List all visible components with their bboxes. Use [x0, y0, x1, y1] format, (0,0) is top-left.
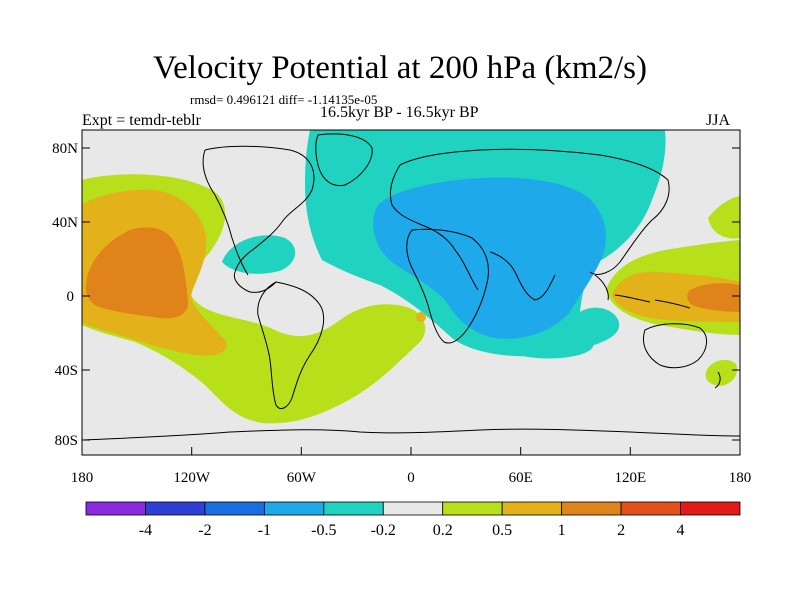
map-title: Velocity Potential at 200 hPa (km2/s) [152, 50, 648, 86]
colorbar-label: 2 [617, 522, 625, 539]
x-tick-label: 60W [287, 470, 317, 486]
colorbar-label: -0.5 [311, 522, 336, 539]
x-tick-label: 180 [71, 470, 94, 486]
colorbar: -4 -2 -1 -0.5 -0.2 0.2 0.5 1 2 4 [85, 501, 741, 539]
x-tick-label: 60E [509, 470, 533, 486]
colorbar-swatch [263, 501, 325, 516]
contour-orange-dot [416, 312, 426, 322]
x-tick-label: 120E [614, 470, 646, 486]
season-label: JJA [706, 112, 731, 129]
contour-blue-core [373, 177, 606, 339]
colorbar-swatch [561, 501, 622, 516]
colorbar-swatch [145, 501, 206, 516]
colorbar-swatch [442, 501, 503, 516]
y-axis [82, 147, 740, 441]
contour-fill-layer [82, 130, 740, 441]
colorbar-swatch [501, 501, 563, 516]
y-tick-label: 0 [67, 289, 75, 305]
coastlines [82, 133, 740, 441]
stats-text: rmsd= 0.496121 diff= -1.14135e-05 [190, 92, 378, 107]
colorbar-label: -4 [139, 522, 152, 539]
contour-yellowgreen-ne [708, 196, 740, 239]
colorbar-label: -1 [258, 522, 271, 539]
contour-yellowgreen-se [705, 359, 738, 386]
colorbar-label: -0.2 [371, 522, 396, 539]
y-tick-label: 40S [55, 363, 78, 379]
x-tick-label: 120W [173, 470, 211, 486]
y-tick-label: 80S [55, 433, 78, 449]
contour-cyan-south [505, 340, 594, 359]
y-tick-label: 80N [52, 141, 78, 157]
experiment-label: Expt = temdr-teblr [82, 112, 201, 129]
x-axis [81, 447, 741, 455]
contour-cyan-caribbean [222, 235, 296, 274]
colorbar-label: 1 [558, 522, 566, 539]
x-tick-label: 0 [407, 470, 415, 486]
colorbar-swatch [382, 501, 444, 516]
colorbar-swatch [680, 501, 741, 516]
colorbar-label: 0.2 [433, 522, 453, 539]
colorbar-swatch [204, 501, 265, 516]
colorbar-swatch [620, 501, 681, 516]
colorbar-swatch [85, 501, 146, 516]
contour-darkorange-wpac [687, 283, 740, 312]
y-tick-label: 40N [52, 215, 78, 231]
colorbar-swatch [323, 501, 384, 516]
colorbar-label: 4 [677, 522, 685, 539]
period-label: 16.5kyr BP - 16.5kyr BP [320, 104, 479, 121]
colorbar-label: 0.5 [492, 522, 512, 539]
contour-darkorange-pacific [85, 227, 189, 319]
colorbar-label: -2 [198, 522, 211, 539]
x-tick-label: 180 [729, 470, 752, 486]
